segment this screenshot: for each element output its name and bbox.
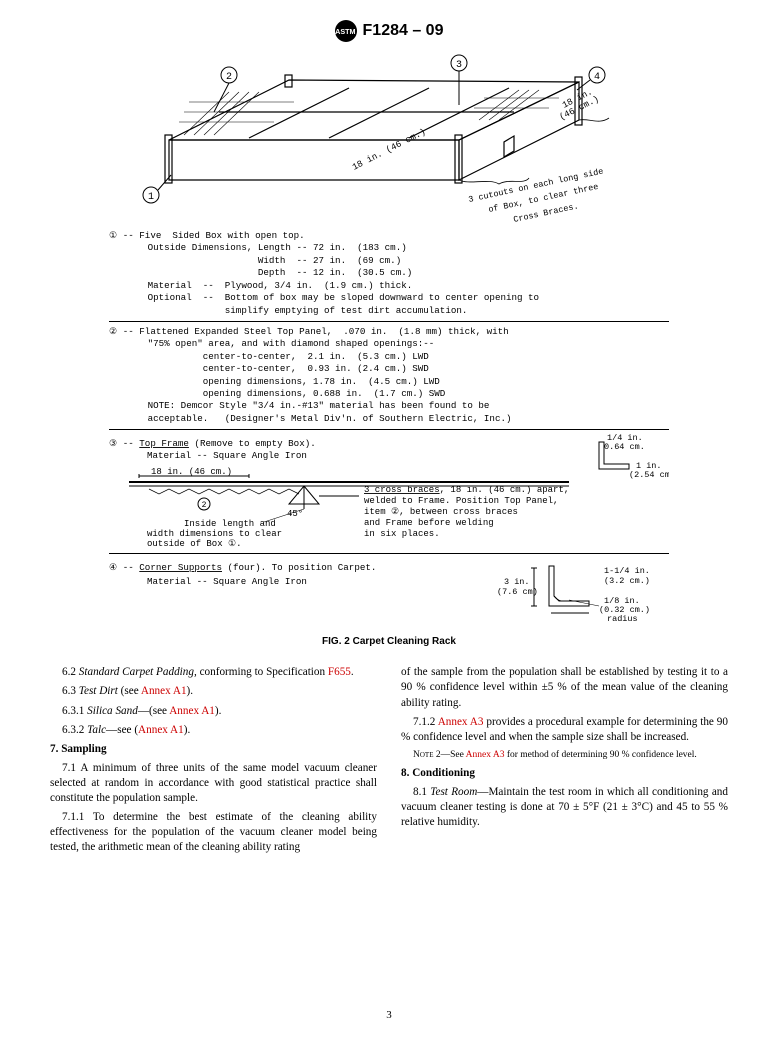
spec-item-2: ② -- Flattened Expanded Steel Top Panel,… — [109, 326, 669, 425]
spec-item-1: ① -- Five Sided Box with open top. Outsi… — [109, 230, 669, 317]
note-2: Note 2—See Annex A3 for method of determ… — [401, 749, 728, 762]
svg-text:(3.2 cm.): (3.2 cm.) — [604, 576, 650, 586]
para-7-1: 7.1 A minimum of three units of the same… — [50, 761, 377, 806]
divider — [109, 321, 669, 322]
link-annex-a3[interactable]: Annex A3 — [466, 750, 505, 760]
page: ASTM F1284 – 09 — [0, 0, 778, 1041]
svg-text:Material -- Square Angle Iron: Material -- Square Angle Iron — [147, 576, 307, 587]
para-6-3: 6.3 Test Dirt (see Annex A1). — [50, 684, 377, 699]
para-7-1-2: 7.1.2 Annex A3 provides a procedural exa… — [401, 715, 728, 745]
figure-caption: FIG. 2 Carpet Cleaning Rack — [109, 636, 669, 647]
heading-8: 8. Conditioning — [401, 766, 728, 781]
svg-text:0.64 cm.: 0.64 cm. — [604, 442, 645, 452]
divider — [109, 429, 669, 430]
svg-text:Inside length and: Inside length and — [184, 519, 276, 529]
divider — [109, 553, 669, 554]
link-annex-a1[interactable]: Annex A1 — [141, 685, 187, 697]
svg-text:2: 2 — [226, 72, 232, 83]
svg-text:2: 2 — [202, 501, 207, 510]
svg-text:4: 4 — [594, 72, 600, 83]
para-7-1-1: 7.1.1 To determine the best estimate of … — [50, 810, 377, 855]
svg-text:Material -- Square Angle Iron: Material -- Square Angle Iron — [147, 450, 307, 461]
figure-2: 2 3 4 1 18 in. (46 cm.) 18 in. (46 cm.) … — [109, 50, 669, 647]
dim-18in-a: 18 in. (46 cm.) — [351, 127, 428, 173]
page-header: ASTM F1284 – 09 — [50, 20, 728, 42]
link-annex-a1[interactable]: Annex A1 — [138, 724, 184, 736]
svg-text:welded to Frame. Position Top: welded to Frame. Position Top Panel, — [364, 496, 558, 506]
section-3-drawing: ③ -- Top Frame (Remove to empty Box). Ma… — [109, 434, 669, 549]
svg-text:width dimensions to clear: width dimensions to clear — [147, 529, 282, 539]
svg-text:③ -- Top Frame (Remove to empt: ③ -- Top Frame (Remove to empty Box). — [109, 438, 316, 449]
para-6-3-2: 6.3.2 Talc—see (Annex A1). — [50, 723, 377, 738]
heading-7: 7. Sampling — [50, 742, 377, 757]
spec-id: F1284 – 09 — [363, 22, 444, 40]
para-7-1-1-cont: of the sample from the population shall … — [401, 665, 728, 710]
astm-logo-icon: ASTM — [335, 20, 357, 42]
right-column: of the sample from the population shall … — [401, 665, 728, 859]
para-6-2: 6.2 Standard Carpet Padding, conforming … — [50, 665, 377, 680]
page-number: 3 — [0, 1009, 778, 1021]
svg-text:(7.6 cm): (7.6 cm) — [497, 587, 538, 597]
svg-text:3 cross braces, 18 in. (46 cm.: 3 cross braces, 18 in. (46 cm.) apart, — [364, 485, 569, 495]
link-f655[interactable]: F655 — [328, 666, 351, 678]
isometric-drawing: 2 3 4 1 18 in. (46 cm.) 18 in. (46 cm.) … — [109, 50, 669, 230]
section-4-drawing: ④ -- Corner Supports (four). To position… — [109, 558, 669, 628]
svg-text:1-1/4 in.: 1-1/4 in. — [604, 566, 650, 576]
para-6-3-1: 6.3.1 Silica Sand—(see Annex A1). — [50, 704, 377, 719]
svg-text:(2.54 cm): (2.54 cm) — [629, 470, 669, 480]
svg-text:radius: radius — [607, 614, 638, 624]
svg-text:18 in. (46 cm.): 18 in. (46 cm.) — [151, 467, 232, 477]
svg-text:and Frame before welding: and Frame before welding — [364, 518, 494, 528]
body-columns: 6.2 Standard Carpet Padding, conforming … — [50, 665, 728, 859]
svg-text:3: 3 — [456, 60, 462, 71]
link-annex-a3[interactable]: Annex A3 — [438, 716, 484, 728]
left-column: 6.2 Standard Carpet Padding, conforming … — [50, 665, 377, 859]
svg-text:outside of Box ①.: outside of Box ①. — [147, 539, 241, 549]
svg-text:1: 1 — [148, 192, 154, 203]
link-annex-a1[interactable]: Annex A1 — [169, 705, 215, 717]
para-8-1: 8.1 Test Room—Maintain the test room in … — [401, 785, 728, 830]
svg-text:④ -- Corner Supports (four).: ④ -- Corner Supports (four). To position… — [109, 562, 376, 573]
svg-text:3 in.: 3 in. — [504, 577, 530, 587]
svg-text:item ②, between cross braces: item ②, between cross braces — [364, 507, 518, 517]
svg-text:in six places.: in six places. — [364, 529, 440, 539]
